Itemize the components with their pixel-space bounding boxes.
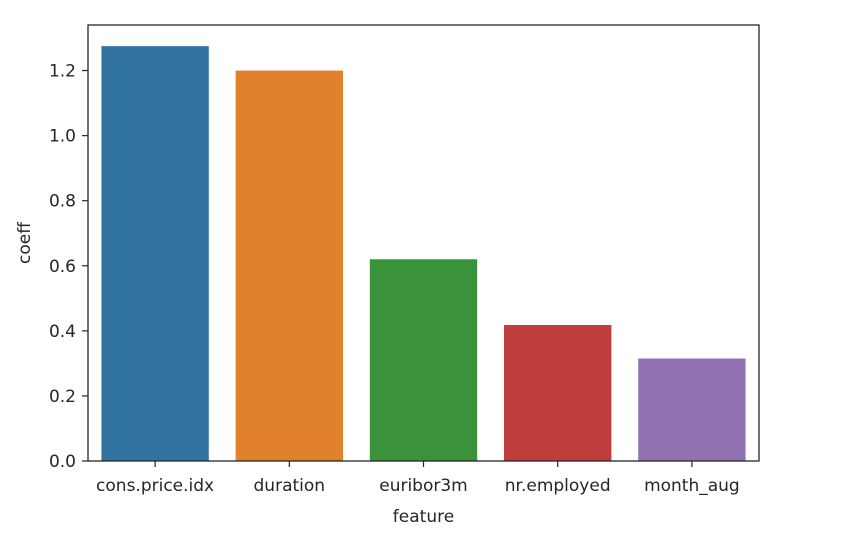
x-axis-label: feature [393, 507, 454, 527]
x-tick-label: month_aug [644, 476, 740, 496]
y-tick-label: 1.2 [49, 62, 76, 82]
y-tick-label: 1.0 [49, 127, 76, 147]
x-tick-label: nr.employed [505, 476, 611, 496]
bar-cons-price-idx [101, 46, 209, 461]
y-tick-label: 0.2 [49, 387, 76, 407]
bar-nr-employed [504, 324, 612, 461]
x-tick-label: duration [254, 476, 326, 496]
x-tick-label: euribor3m [379, 476, 468, 496]
y-tick-label: 0.4 [49, 322, 76, 342]
y-tick-label: 0.6 [49, 257, 76, 277]
bars-layer [101, 46, 746, 461]
bar-duration [235, 70, 343, 461]
x-axis-ticks: cons.price.idx duration euribor3m nr.employ… [96, 461, 740, 496]
y-tick-label: 0.0 [49, 452, 76, 472]
y-tick-label: 0.8 [49, 192, 76, 212]
bar-month-aug [638, 358, 746, 461]
y-axis-label: coeff [15, 221, 35, 264]
y-axis-ticks: 0.0 0.2 0.4 0.6 0.8 1.0 1.2 [49, 62, 88, 472]
bar-euribor3m [369, 259, 478, 461]
x-tick-label: cons.price.idx [96, 476, 214, 496]
